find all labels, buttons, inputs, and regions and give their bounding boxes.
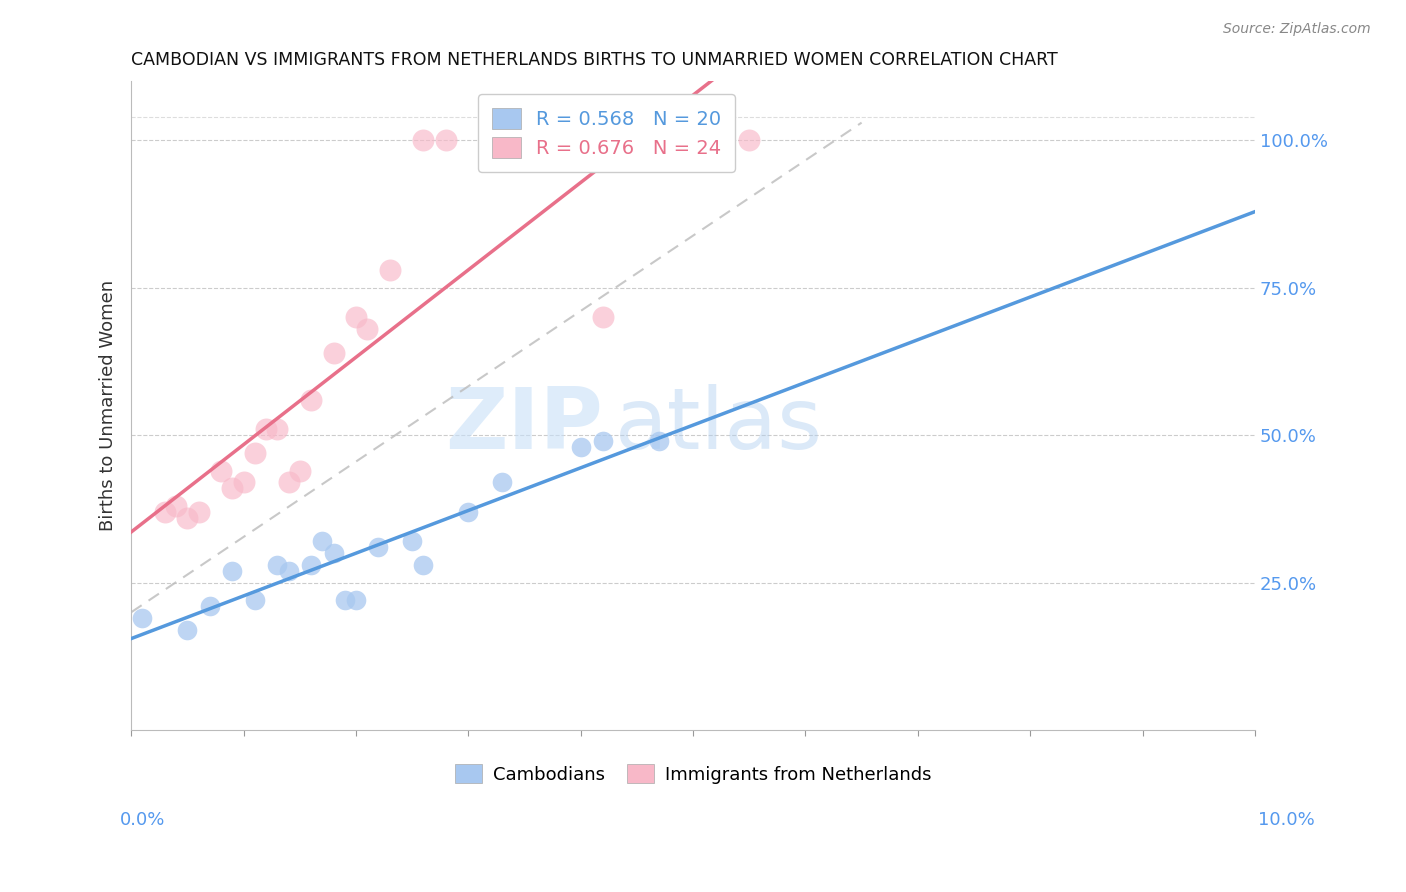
Point: [592, 310, 614, 325]
Point: [131, 611, 153, 625]
Point: [176, 623, 198, 637]
Y-axis label: Births to Unmarried Women: Births to Unmarried Women: [100, 280, 117, 532]
Point: [277, 564, 299, 578]
Text: ZIP: ZIP: [446, 384, 603, 467]
Point: [232, 475, 254, 490]
Point: [299, 558, 322, 572]
Point: [311, 534, 333, 549]
Point: [401, 534, 423, 549]
Text: atlas: atlas: [614, 384, 823, 467]
Point: [187, 505, 209, 519]
Point: [356, 322, 378, 336]
Point: [243, 593, 266, 607]
Point: [266, 558, 288, 572]
Point: [333, 593, 356, 607]
Point: [479, 133, 502, 147]
Point: [547, 133, 569, 147]
Point: [569, 440, 592, 454]
Point: [266, 422, 288, 436]
Legend: Cambodians, Immigrants from Netherlands: Cambodians, Immigrants from Netherlands: [446, 755, 941, 792]
Point: [682, 133, 704, 147]
Point: [153, 505, 176, 519]
Point: [254, 422, 277, 436]
Point: [344, 310, 367, 325]
Point: [457, 505, 479, 519]
Point: [277, 475, 299, 490]
Point: [738, 133, 761, 147]
Point: [322, 345, 344, 359]
Point: [367, 541, 389, 555]
Point: [434, 133, 457, 147]
Point: [412, 558, 434, 572]
Point: [209, 464, 232, 478]
Point: [176, 511, 198, 525]
Point: [165, 499, 187, 513]
Text: Source: ZipAtlas.com: Source: ZipAtlas.com: [1223, 22, 1371, 37]
Point: [592, 434, 614, 449]
Point: [198, 599, 221, 614]
Point: [491, 475, 513, 490]
Point: [344, 593, 367, 607]
Point: [322, 546, 344, 560]
Text: CAMBODIAN VS IMMIGRANTS FROM NETHERLANDS BIRTHS TO UNMARRIED WOMEN CORRELATION C: CAMBODIAN VS IMMIGRANTS FROM NETHERLANDS…: [131, 51, 1057, 69]
Point: [243, 446, 266, 460]
Point: [299, 392, 322, 407]
Point: [288, 464, 311, 478]
Text: 10.0%: 10.0%: [1258, 811, 1315, 829]
Point: [221, 564, 243, 578]
Point: [412, 133, 434, 147]
Point: [221, 481, 243, 495]
Text: 0.0%: 0.0%: [120, 811, 165, 829]
Point: [648, 434, 671, 449]
Point: [378, 263, 401, 277]
